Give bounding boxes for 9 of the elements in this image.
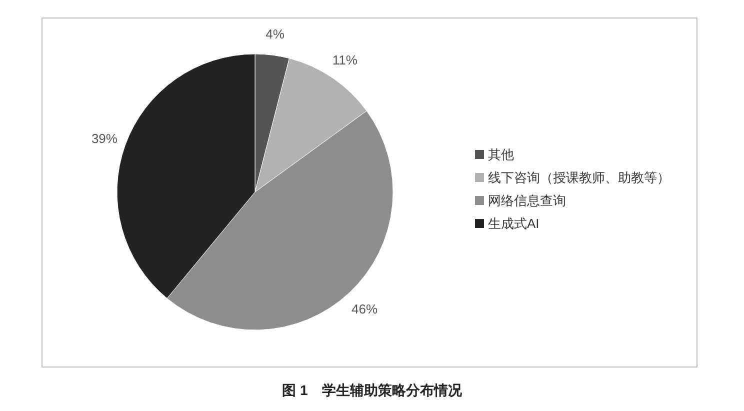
data-label: 46% [352,302,378,317]
legend-label: 线下咨询（授课教师、助教等） [488,170,670,185]
legend-label: 其他 [488,147,514,162]
data-label: 11% [332,52,358,68]
legend-label: 网络信息查询 [488,193,566,208]
legend-label: 生成式AI [488,216,540,231]
data-label: 39% [91,130,118,146]
data-label: 4% [266,26,285,42]
text: 图 1 学生辅助策略分布情况 [282,382,463,398]
